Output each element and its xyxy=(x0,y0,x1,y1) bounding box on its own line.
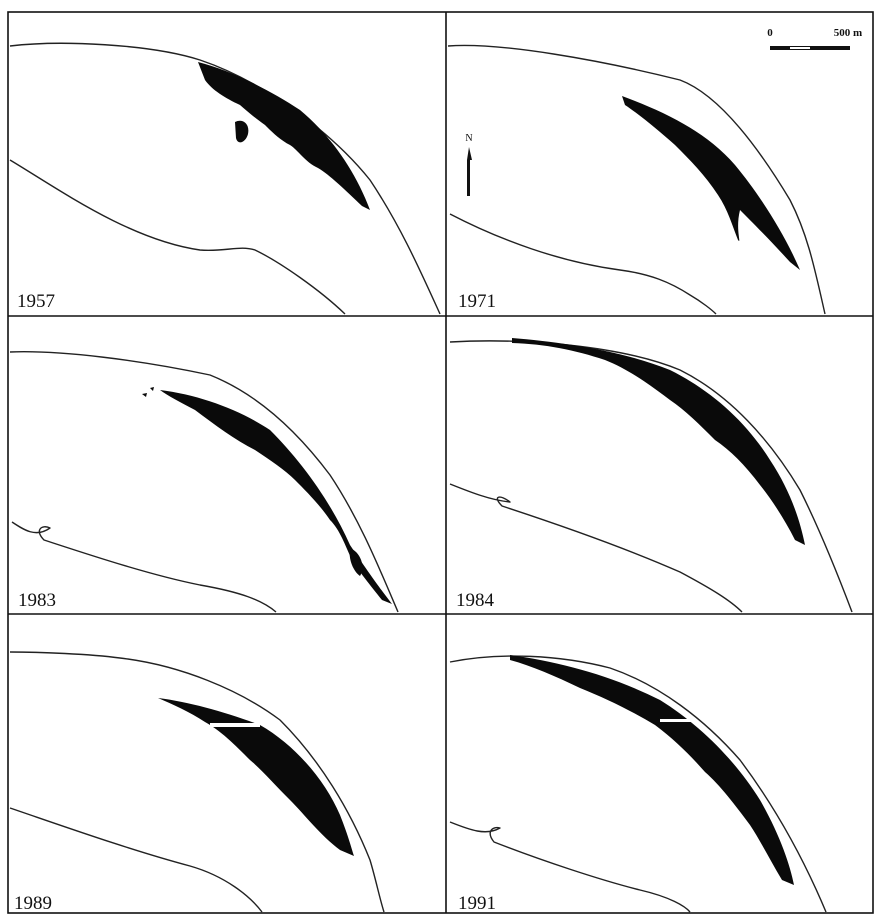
panel-year-label: 1957 xyxy=(17,291,55,312)
south-shoreline xyxy=(9,159,346,315)
north-arrow-label: N xyxy=(465,133,472,144)
panel-year-label: 1971 xyxy=(458,291,496,312)
panel-year-label: 1989 xyxy=(14,893,52,914)
white-strip xyxy=(660,719,695,722)
map-panel-1983: 1983 xyxy=(9,351,399,613)
north-arrow: N xyxy=(465,133,473,196)
panel-year-label: 1984 xyxy=(456,590,495,611)
outer-frame xyxy=(7,11,874,914)
north-shoreline xyxy=(9,651,385,913)
vegetation-cover-patch xyxy=(235,120,249,143)
vegetation-cover-patch xyxy=(349,548,363,576)
map-panel-1984: 1984 xyxy=(449,338,853,613)
panel-year-label: 1983 xyxy=(18,590,56,611)
south-shoreline xyxy=(9,807,263,913)
vegetation-cover-patch xyxy=(158,698,354,856)
vegetation-cover-patch xyxy=(160,390,392,604)
south-shoreline xyxy=(449,483,743,613)
vegetation-cover-patch xyxy=(198,62,370,210)
scale-bar: 0 500 m xyxy=(767,27,862,50)
panel-year-label: 1991 xyxy=(458,893,496,914)
map-panel-1957: 1957 xyxy=(9,42,441,315)
vegetation-cover-patch xyxy=(142,387,154,397)
north-shoreline xyxy=(9,351,399,613)
north-arrow-icon xyxy=(467,147,472,196)
north-shoreline xyxy=(449,655,827,913)
scale-bar-start-label: 0 xyxy=(767,27,773,39)
map-panel-1991: 1991 xyxy=(449,655,827,914)
south-shoreline xyxy=(449,821,691,913)
vegetation-cover-patch xyxy=(510,655,794,885)
south-shoreline xyxy=(449,213,717,315)
north-shoreline xyxy=(447,44,826,315)
panel-grid xyxy=(7,11,874,914)
map-panel-1989: 1989 xyxy=(9,651,385,914)
map-panel-1971: N 0 500 m 1971 xyxy=(447,27,862,315)
south-shoreline xyxy=(11,521,277,613)
vegetation-cover-patch xyxy=(622,96,800,270)
scale-bar-end-label: 500 m xyxy=(834,27,862,39)
vegetation-cover-patch xyxy=(512,338,805,545)
scale-bar-gap xyxy=(790,47,810,49)
white-strip xyxy=(210,723,260,727)
